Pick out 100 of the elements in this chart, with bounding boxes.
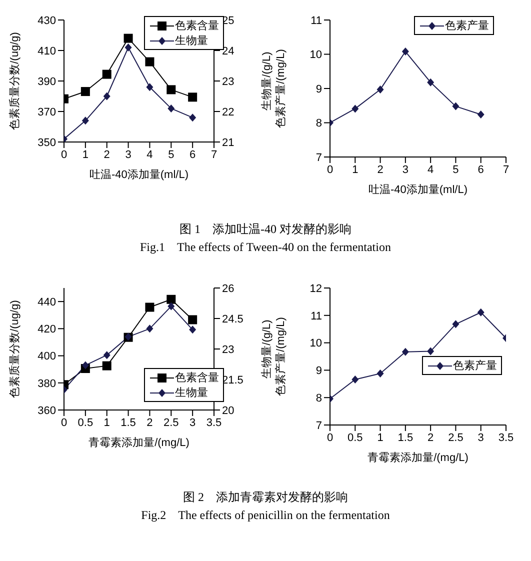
y2-tick-label: 24.5 (222, 313, 244, 326)
y-tick-label: 430 (38, 14, 56, 27)
legend-label: 色素含量 (175, 18, 219, 33)
point (145, 57, 154, 66)
x-tick-label: 6 (190, 148, 196, 161)
y-tick-label: 350 (38, 136, 56, 149)
x-tick-label: 2.5 (163, 416, 179, 429)
y-axis-title: 色素质量分数/(ug/g) (8, 32, 21, 130)
point (82, 361, 89, 370)
point (103, 351, 110, 360)
x-tick-label: 6 (478, 164, 484, 176)
caption: 图 1 添加吐温-40 对发酵的影响 (178, 221, 352, 238)
point (477, 308, 484, 316)
y2-tick-label: 23 (222, 76, 234, 88)
x-tick-label: 1 (104, 416, 110, 429)
point (145, 302, 154, 312)
point (124, 43, 132, 52)
x-tick-label: 7 (210, 148, 218, 161)
y2-tick-label: 26 (222, 282, 234, 295)
point (376, 369, 384, 378)
point (427, 78, 434, 86)
point (102, 70, 112, 79)
y-tick-label: 410 (38, 45, 56, 58)
y-tick-label: 9 (316, 365, 322, 378)
y-tick-label: 440 (38, 296, 56, 308)
x-tick-label: 2.5 (448, 432, 464, 444)
point (427, 347, 434, 356)
legend-label: 色素含量 (175, 370, 219, 385)
y2-tick-label: 22 (222, 106, 234, 118)
point (189, 326, 196, 334)
caption: Fig.2 The effects of penicillin on the fermentation (140, 507, 391, 524)
x-tick-label: 1 (82, 148, 88, 161)
x-tick-label: 1 (352, 164, 358, 176)
x-tick-label: 0 (60, 416, 68, 429)
x-tick-label: 3.5 (498, 432, 514, 444)
y-tick-label: 12 (310, 282, 322, 295)
point (189, 114, 196, 122)
x-tick-label: 3 (125, 148, 132, 161)
point (168, 302, 175, 310)
y-tick-label: 420 (38, 324, 56, 336)
point (477, 110, 484, 119)
y2-tick-label: 21 (222, 136, 234, 149)
point (146, 324, 154, 333)
x-tick-label: 2 (377, 164, 384, 176)
point (352, 104, 359, 113)
y-axis-title: 色素产量/(mg/L) (274, 317, 287, 396)
x-tick-label: 2 (428, 432, 434, 444)
y-axis-title: 色素产量/(mg/L) (274, 49, 287, 128)
x-tick-label: 0 (60, 148, 68, 161)
y-tick-label: 10 (310, 338, 322, 350)
y2-tick-label: 20 (222, 404, 234, 417)
point (168, 104, 175, 112)
point (82, 116, 89, 125)
point (103, 92, 110, 100)
x-axis-title: 青霉素添加量/(mg/L) (368, 451, 468, 464)
x-tick-label: 3 (478, 432, 484, 444)
x-tick-label: 1 (377, 432, 384, 444)
y2-axis-title: 生物量/(g/L) (260, 320, 273, 378)
y-tick-label: 360 (38, 404, 56, 417)
point (124, 34, 133, 43)
point (166, 85, 176, 94)
x-tick-label: 0 (326, 164, 334, 176)
x-tick-label: 3 (190, 416, 196, 429)
point (352, 376, 359, 384)
point (188, 315, 198, 324)
point (146, 83, 154, 92)
y-tick-label: 380 (38, 378, 56, 390)
point (452, 320, 460, 328)
point (166, 294, 176, 304)
point (80, 87, 90, 96)
legend-label: 生物量 (175, 386, 208, 400)
y-tick-label: 11 (310, 14, 322, 27)
x-tick-label: 0.5 (78, 416, 94, 429)
legend-label: 色素产量 (445, 18, 489, 33)
caption: 图 2 添加青霉素对发酵的影响 (182, 489, 349, 506)
point (452, 102, 460, 110)
y2-tick-label: 23 (222, 344, 234, 356)
legend-label: 色素产量 (453, 358, 497, 373)
x-tick-label: 2 (104, 148, 110, 161)
x-tick-label: 4 (146, 148, 153, 161)
x-tick-label: 4 (428, 164, 434, 176)
x-tick-label: 1.5 (120, 416, 136, 429)
y-axis-title: 色素质量分数/(ug/g) (8, 300, 21, 398)
y-tick-label: 390 (38, 76, 56, 88)
y-tick-label: 8 (316, 392, 322, 405)
x-axis-title: 吐温-40添加量(ml/L) (89, 168, 189, 181)
x-tick-label: 3.5 (206, 416, 222, 429)
y-tick-label: 8 (316, 118, 322, 130)
x-tick-label: 7 (502, 164, 510, 176)
x-tick-label: 3 (402, 164, 408, 176)
point (402, 48, 409, 56)
x-axis-title: 吐温-40添加量(ml/L) (368, 183, 468, 196)
legend-label: 生物量 (175, 34, 208, 48)
point (402, 348, 409, 356)
point (188, 92, 198, 102)
x-tick-label: 0.5 (347, 432, 363, 444)
x-axis-title: 青霉素添加量/(mg/L) (88, 436, 190, 449)
y-tick-label: 400 (38, 350, 56, 363)
caption: Fig.1 The effects of Tween-40 on the fermentation (139, 239, 392, 256)
point (376, 86, 384, 94)
